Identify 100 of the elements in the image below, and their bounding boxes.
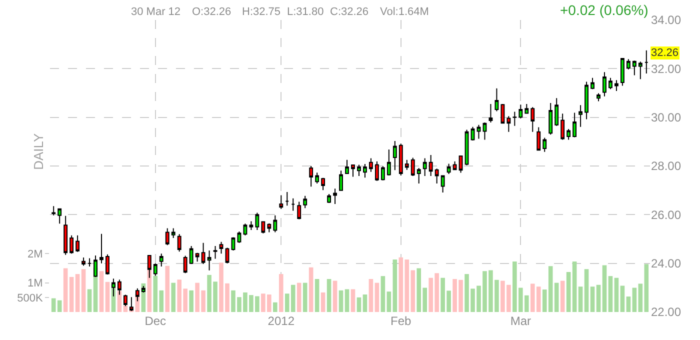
candlestick (82, 256, 86, 266)
candlestick (386, 148, 391, 176)
candlestick (357, 164, 361, 176)
y-tick-label: 26.00 (651, 208, 682, 222)
candlestick (638, 61, 642, 80)
bar (626, 296, 631, 312)
candlestick (177, 234, 182, 252)
bar (332, 280, 338, 312)
candlestick (614, 80, 618, 92)
candlestick (225, 247, 230, 264)
y-tick-label: 32.00 (651, 62, 682, 76)
candlestick (201, 242, 206, 265)
candlestick (363, 164, 367, 178)
candlestick (458, 156, 463, 174)
candlestick (58, 208, 62, 224)
y-tick-label: 28.00 (651, 159, 682, 174)
bar (602, 265, 607, 312)
bar (326, 279, 332, 312)
bar (308, 267, 314, 312)
candlestick (416, 167, 421, 184)
bar (614, 278, 619, 312)
candlestick (500, 103, 505, 124)
candlestick (584, 81, 588, 120)
bar (356, 297, 362, 312)
candlestick (428, 154, 433, 176)
candlestick (327, 193, 332, 204)
text: 32.26 (651, 47, 679, 59)
bar (374, 282, 380, 312)
bar (165, 266, 170, 312)
bar (584, 269, 589, 312)
bar (368, 279, 374, 312)
candlestick (159, 253, 164, 267)
candlestick (267, 222, 272, 233)
candlestick (351, 164, 355, 178)
candlestick (291, 198, 296, 212)
candlestick (512, 111, 517, 126)
candlestick (530, 106, 535, 132)
candlestick (626, 58, 630, 70)
candlestick (404, 159, 409, 170)
bar (189, 290, 194, 312)
bar (392, 259, 398, 312)
candlestick (446, 163, 451, 175)
bar (87, 289, 92, 312)
candlestick (566, 128, 571, 140)
candlestick (285, 192, 290, 206)
candlestick (189, 246, 194, 265)
candlestick (339, 170, 343, 191)
bar (344, 289, 350, 312)
bar (362, 294, 368, 312)
candlestick (195, 252, 200, 262)
text: H:32.75 (242, 6, 281, 18)
bar (278, 274, 284, 312)
candlestick (279, 194, 284, 210)
bar (296, 282, 302, 312)
candlestick (542, 137, 547, 152)
bar (644, 264, 649, 312)
candlestick (554, 98, 559, 126)
y2-tick-label: 500K (17, 292, 44, 304)
bar (566, 272, 571, 312)
candlestick (321, 177, 326, 191)
bar (350, 289, 356, 312)
candlestick (410, 157, 415, 176)
bar (69, 276, 74, 312)
candlestick (578, 104, 583, 128)
candlestick (488, 103, 493, 123)
candlestick (602, 72, 606, 97)
candlestick (345, 159, 349, 174)
candlestick (506, 116, 511, 132)
candlestick (64, 215, 68, 256)
candlestick (243, 223, 248, 236)
bar (302, 282, 308, 312)
candlestick (380, 166, 385, 181)
y2-tick-label: 2M (28, 248, 43, 260)
candlestick (494, 88, 499, 112)
bar (620, 286, 625, 312)
candlestick (207, 250, 212, 271)
candlestick (70, 234, 74, 254)
bar (123, 306, 128, 312)
candlestick (572, 112, 577, 138)
bar (338, 290, 344, 312)
candlestick (261, 220, 266, 234)
x-tick-label: 2012 (268, 314, 295, 328)
bar (608, 276, 613, 312)
text: C:32.26 (330, 6, 369, 18)
candlestick (596, 92, 600, 102)
candlestick (590, 77, 594, 90)
text: O:32.26 (192, 6, 232, 18)
y-tick-label: 24.00 (651, 256, 682, 271)
bar (560, 280, 565, 312)
bar (272, 302, 278, 312)
candlestick (76, 234, 80, 252)
bar (572, 261, 577, 312)
candlestick (482, 122, 487, 140)
text: Vol:1.64M (380, 6, 429, 18)
candlestick (374, 160, 379, 182)
candlestick (644, 50, 648, 74)
candlestick (548, 102, 553, 136)
candlestick (620, 58, 624, 86)
candlestick (333, 188, 337, 204)
bar (99, 271, 104, 312)
